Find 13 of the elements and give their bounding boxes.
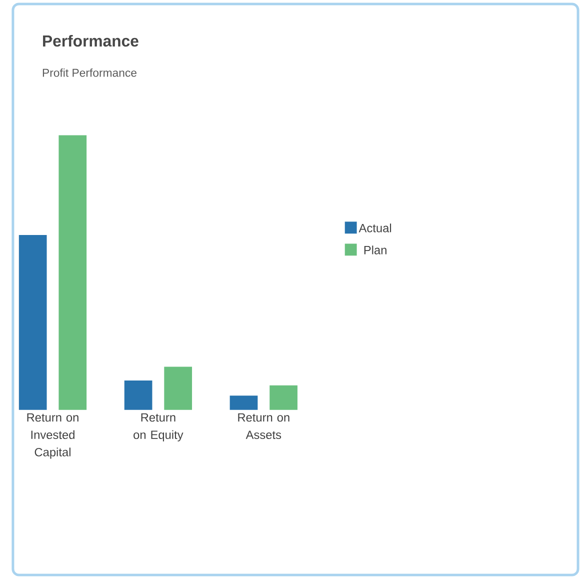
bar [270,385,298,410]
bar [18,234,47,410]
legend-label: Plan [364,246,386,254]
bar [230,396,258,410]
chart-title: Performance [43,34,138,47]
bar [58,135,87,410]
x-tick-label: Return on Assets [238,413,290,440]
legend-label: Actual [358,224,392,232]
bar [164,366,192,410]
bar [124,380,152,410]
chart-subtitle: Profit Performance [42,68,136,77]
x-tick-label: Return on Equity [134,413,184,442]
x-tick-label: Return on Invested Capital [27,413,78,459]
